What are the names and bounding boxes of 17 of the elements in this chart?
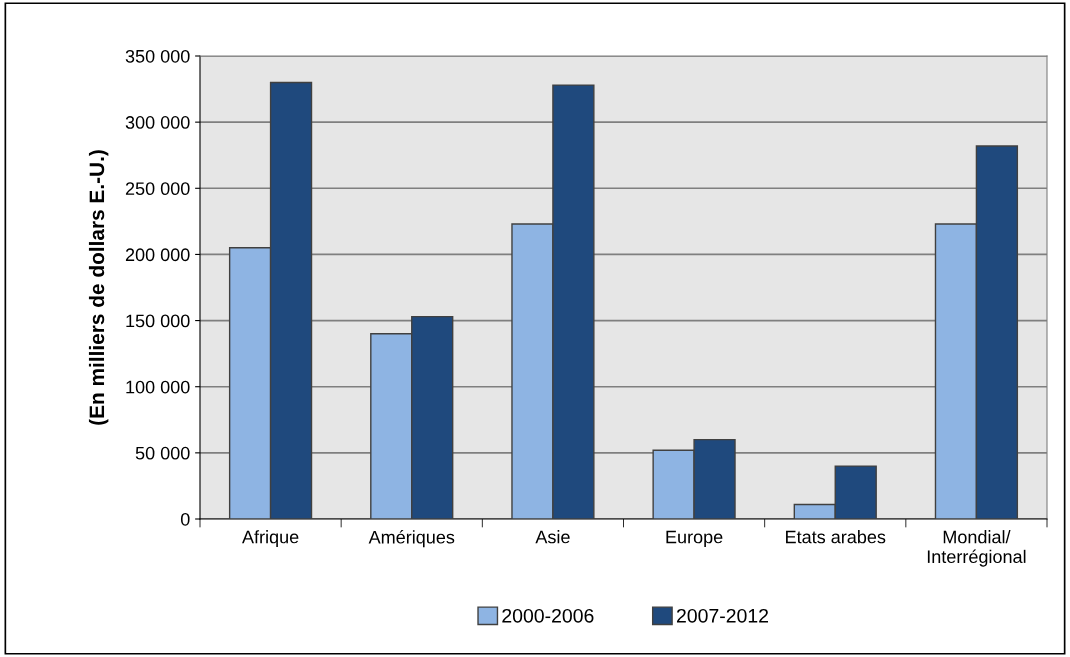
x-tick-label: Europe bbox=[666, 530, 723, 547]
y-tick-label: 300 000 bbox=[125, 116, 190, 129]
y-tick-label: 100 000 bbox=[126, 380, 190, 394]
y-tick-label: 150 000 bbox=[126, 314, 190, 328]
y-axis-title: (En milliers de dollars E.-U.) bbox=[88, 150, 109, 425]
x-tick-label: Afrique bbox=[242, 530, 299, 547]
x-tick-label: Etats arabes bbox=[786, 530, 886, 544]
y-tick-label: 250 000 bbox=[125, 182, 190, 196]
legend-label: 2007-2012 bbox=[676, 608, 769, 623]
y-tick-label: 50 000 bbox=[135, 446, 190, 460]
y-tick-label: 200 000 bbox=[125, 248, 190, 262]
legend-label: 2000-2006 bbox=[502, 608, 594, 623]
y-tick-label: 0 bbox=[180, 512, 190, 526]
x-tick-label: Asie bbox=[535, 530, 570, 544]
y-tick-label: 350 000 bbox=[125, 49, 190, 63]
x-tick-label: Mondial/ Interrégional bbox=[927, 530, 1026, 567]
x-tick-label: Amériques bbox=[368, 530, 455, 548]
